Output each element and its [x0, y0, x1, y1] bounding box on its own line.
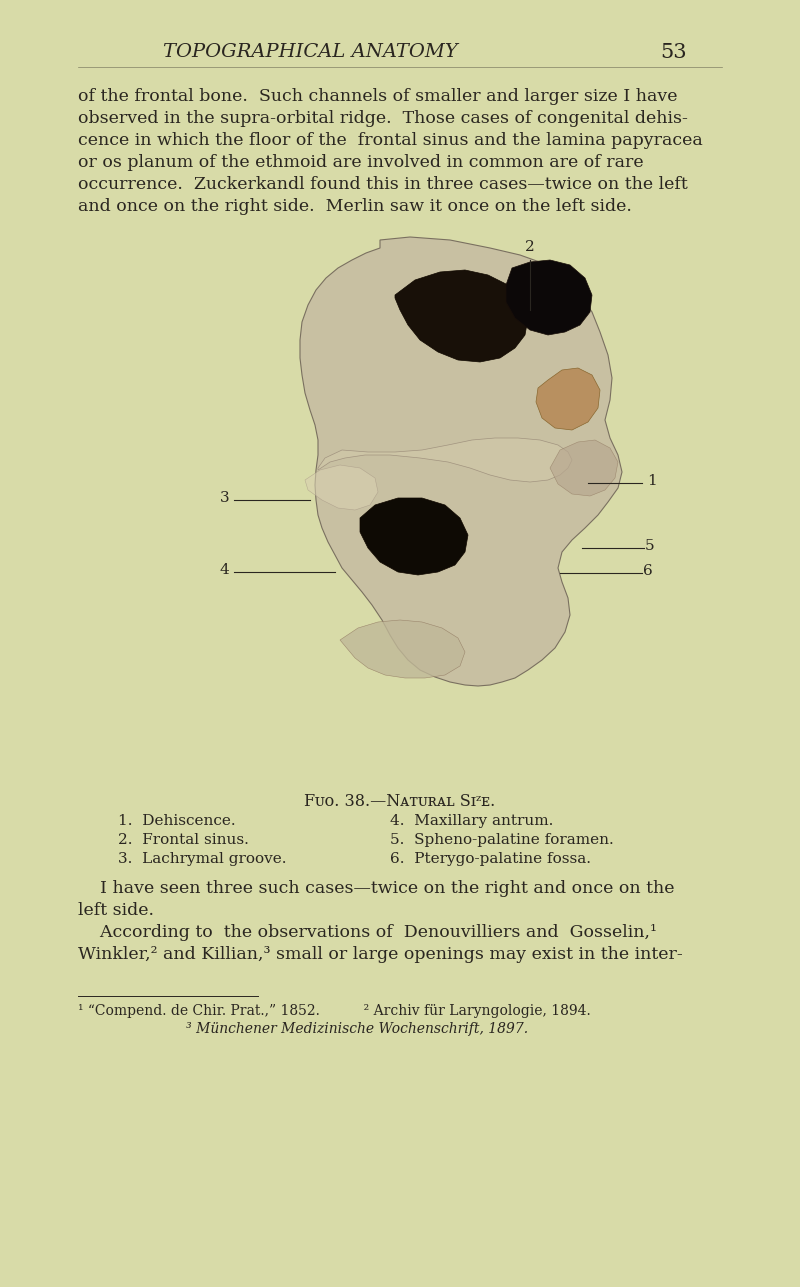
- Polygon shape: [360, 498, 468, 575]
- Text: or os planum of the ethmoid are involved in common are of rare: or os planum of the ethmoid are involved…: [78, 154, 644, 171]
- Text: of the frontal bone.  Such channels of smaller and larger size I have: of the frontal bone. Such channels of sm…: [78, 88, 678, 106]
- Text: I have seen three such cases—twice on the right and once on the: I have seen three such cases—twice on th…: [78, 880, 674, 897]
- Text: Fᴜᴏ. 38.—Nᴀᴛᴜʀᴀʟ Sɪᶻᴇ.: Fᴜᴏ. 38.—Nᴀᴛᴜʀᴀʟ Sɪᶻᴇ.: [304, 793, 496, 810]
- Text: 5: 5: [645, 539, 655, 553]
- Text: observed in the supra-orbital ridge.  Those cases of congenital dehis-: observed in the supra-orbital ridge. Tho…: [78, 109, 688, 127]
- Text: 5.  Spheno-palatine foramen.: 5. Spheno-palatine foramen.: [390, 833, 614, 847]
- Polygon shape: [300, 237, 622, 686]
- Text: According to  the observations of  Denouvilliers and  Gosselin,¹: According to the observations of Denouvi…: [78, 924, 657, 941]
- Text: 6: 6: [643, 564, 653, 578]
- Polygon shape: [340, 620, 465, 678]
- Text: 3.  Lachrymal groove.: 3. Lachrymal groove.: [118, 852, 286, 866]
- Text: cence in which the floor of the  frontal sinus and the lamina papyracea: cence in which the floor of the frontal …: [78, 133, 702, 149]
- Text: occurrence.  Zuckerkandl found this in three cases—twice on the left: occurrence. Zuckerkandl found this in th…: [78, 176, 688, 193]
- Text: 4.  Maxillary antrum.: 4. Maxillary antrum.: [390, 813, 554, 828]
- Text: 1: 1: [647, 474, 657, 488]
- Text: Winkler,² and Killian,³ small or large openings may exist in the inter-: Winkler,² and Killian,³ small or large o…: [78, 946, 682, 963]
- Text: 6.  Pterygo-palatine fossa.: 6. Pterygo-palatine fossa.: [390, 852, 591, 866]
- Text: 4: 4: [219, 562, 229, 577]
- Polygon shape: [318, 438, 572, 483]
- Polygon shape: [536, 368, 600, 430]
- Polygon shape: [550, 440, 618, 495]
- Text: ¹ “Compend. de Chir. Prat.,” 1852.          ² Archiv für Laryngologie, 1894.: ¹ “Compend. de Chir. Prat.,” 1852. ² Arc…: [78, 1004, 590, 1018]
- Polygon shape: [506, 260, 592, 335]
- Polygon shape: [395, 270, 528, 362]
- Polygon shape: [305, 465, 378, 510]
- Text: 53: 53: [660, 42, 686, 62]
- Text: left side.: left side.: [78, 902, 154, 919]
- Text: and once on the right side.  Merlin saw it once on the left side.: and once on the right side. Merlin saw i…: [78, 198, 632, 215]
- Text: TOPOGRAPHICAL ANATOMY: TOPOGRAPHICAL ANATOMY: [162, 42, 458, 60]
- Text: 2.  Frontal sinus.: 2. Frontal sinus.: [118, 833, 249, 847]
- Text: ³ Münchener Medizinische Wochenschrift, 1897.: ³ Münchener Medizinische Wochenschrift, …: [138, 1022, 528, 1036]
- Text: 1.  Dehiscence.: 1. Dehiscence.: [118, 813, 236, 828]
- Text: 2: 2: [525, 239, 535, 254]
- Text: 3: 3: [220, 492, 230, 505]
